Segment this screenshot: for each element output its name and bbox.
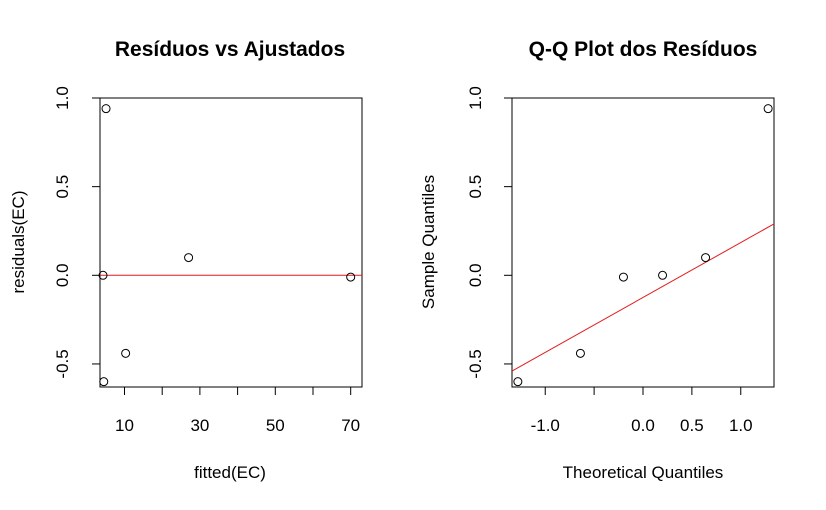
qq-plot-panel: Q-Q Plot dos Resíduos Theoretical Quanti… <box>419 38 775 482</box>
data-point <box>98 270 108 280</box>
y-tick-label: 0.0 <box>466 263 485 287</box>
data-point <box>101 104 111 114</box>
y-tick-label: 0.5 <box>466 175 485 199</box>
data-point <box>99 377 109 387</box>
x-tick-label: 0.0 <box>631 416 655 435</box>
x-tick-label: 0.5 <box>680 416 704 435</box>
x-axis-title: fitted(EC) <box>194 463 266 482</box>
chart-title: Resíduos vs Ajustados <box>115 38 345 61</box>
residuals-vs-fitted-panel: Resíduos vs Ajustados fitted(EC) residua… <box>9 38 363 482</box>
x-tick-label: 50 <box>266 416 285 435</box>
x-axis-title: Theoretical Quantiles <box>563 463 724 482</box>
data-point <box>513 377 523 387</box>
data-point <box>701 253 711 263</box>
x-tick-label: -1.0 <box>531 416 560 435</box>
x-tick-label: 30 <box>190 416 209 435</box>
data-point <box>184 253 194 263</box>
x-tick-label: 1.0 <box>729 416 753 435</box>
y-tick-label: 1.0 <box>466 86 485 110</box>
y-tick-label: -0.5 <box>466 349 485 378</box>
y-tick-label: 0.5 <box>53 175 72 199</box>
data-point <box>618 272 628 282</box>
y-axis-title: Sample Quantiles <box>419 175 438 309</box>
data-point <box>121 348 131 358</box>
y-tick-label: 1.0 <box>53 86 72 110</box>
y-axis-title: residuals(EC) <box>9 191 28 294</box>
y-tick-label: -0.5 <box>53 349 72 378</box>
data-point <box>575 348 585 358</box>
y-tick-label: 0.0 <box>53 263 72 287</box>
chart-title: Q-Q Plot dos Resíduos <box>529 38 758 61</box>
data-point <box>763 104 773 114</box>
data-point <box>346 272 356 282</box>
qq-reference-line <box>511 223 775 372</box>
plot-frame <box>99 97 363 388</box>
x-tick-label: 70 <box>341 416 360 435</box>
data-point <box>658 270 668 280</box>
x-tick-label: 10 <box>115 416 134 435</box>
